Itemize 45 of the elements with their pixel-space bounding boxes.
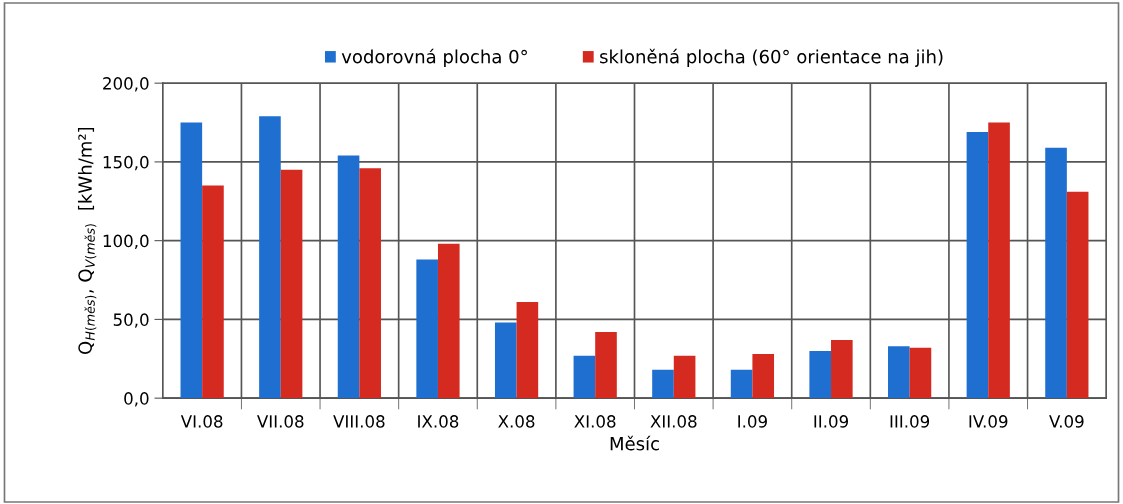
x-tick-label: VIII.08 [333, 415, 385, 428]
y-tick-label: 200,0 [103, 77, 149, 92]
bar [909, 347, 932, 399]
bar [416, 259, 438, 399]
bar [595, 332, 617, 399]
legend-label: vodorovná plocha 0° [341, 48, 527, 67]
bar [809, 350, 832, 399]
x-tick-label: IX.08 [418, 415, 459, 428]
bar [831, 339, 853, 399]
x-tick-label: II.09 [814, 415, 849, 428]
bar [280, 169, 303, 399]
bar [1066, 191, 1089, 399]
bar [888, 346, 910, 399]
bar [1045, 147, 1067, 399]
y-tick-label: 150,0 [103, 155, 149, 171]
y-tick-label: 50,0 [113, 313, 149, 328]
bar [359, 168, 381, 399]
bar [752, 354, 775, 399]
legend-label: skloněná plocha (60° orientace na jih) [600, 48, 943, 67]
bar [180, 122, 203, 399]
x-tick-label: XI.08 [574, 415, 616, 428]
bar [494, 322, 517, 399]
x-tick-label: V.09 [1049, 415, 1084, 428]
bar [988, 122, 1010, 399]
bar [652, 369, 674, 399]
bar [966, 131, 989, 399]
x-tick-label: XII.08 [650, 415, 697, 428]
x-tick-label: I.09 [738, 415, 767, 428]
y-tick-label: 0,0 [124, 392, 149, 407]
x-axis-title: Měsíc [610, 435, 659, 451]
bar [259, 116, 281, 399]
x-tick-label: IV.09 [969, 415, 1008, 428]
y-tick-label: 100,0 [103, 234, 149, 249]
bar [337, 155, 360, 399]
bar [573, 355, 596, 399]
x-tick-label: III.09 [890, 415, 930, 428]
bar [673, 355, 696, 399]
bar [516, 302, 539, 399]
x-tick-label: VII.08 [257, 415, 304, 428]
bar [437, 243, 460, 399]
x-tick-label: VI.08 [180, 415, 223, 428]
y-axis-title: Q$_{H(měs)}$, Q$_{V(měs)}$ [kWh/m²] [77, 127, 97, 355]
bar [202, 185, 224, 399]
x-tick-label: X.08 [498, 415, 535, 428]
bar [730, 369, 753, 399]
